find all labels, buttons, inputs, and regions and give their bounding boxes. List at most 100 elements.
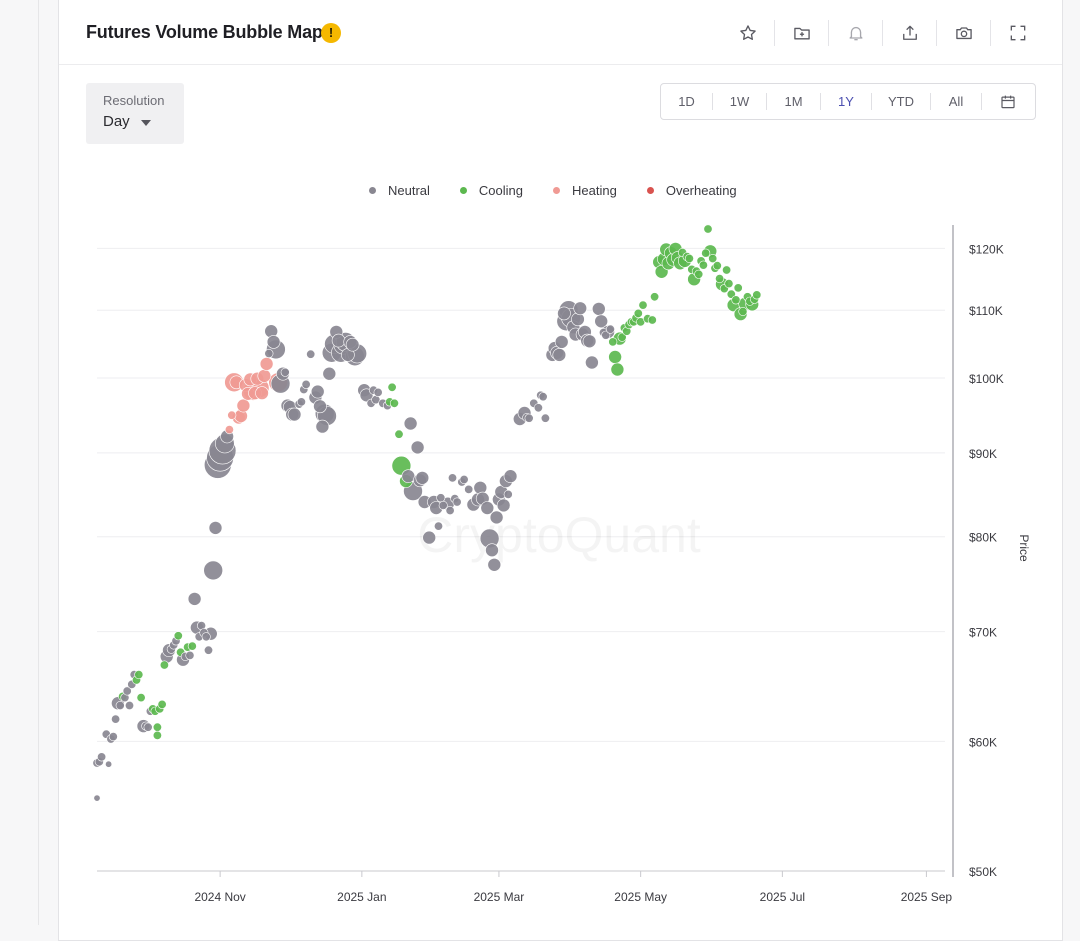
period-ytd[interactable]: YTD xyxy=(888,94,914,109)
bubble-neutral[interactable] xyxy=(410,440,425,455)
bubble-neutral[interactable] xyxy=(438,500,448,510)
bubble-neutral[interactable] xyxy=(331,333,346,348)
bubble-neutral[interactable] xyxy=(93,794,101,802)
bubble-neutral[interactable] xyxy=(345,337,360,352)
bubble-cooling[interactable] xyxy=(694,269,704,279)
bubble-neutral[interactable] xyxy=(264,348,274,358)
bubble-neutral[interactable] xyxy=(287,407,302,422)
bubble-neutral[interactable] xyxy=(310,384,325,399)
bubble-neutral[interactable] xyxy=(280,367,290,377)
bubble-neutral[interactable] xyxy=(540,413,550,423)
bubble-neutral[interactable] xyxy=(208,521,223,535)
bubble-cooling[interactable] xyxy=(703,224,713,234)
bubble-neutral[interactable] xyxy=(201,632,211,642)
bubble-neutral[interactable] xyxy=(105,760,113,768)
bubble-neutral[interactable] xyxy=(97,752,107,762)
bubble-neutral[interactable] xyxy=(554,335,569,349)
bubble-heating[interactable] xyxy=(259,357,274,371)
bubble-neutral[interactable] xyxy=(315,419,330,434)
bubble-cooling[interactable] xyxy=(647,315,657,325)
bubble-neutral[interactable] xyxy=(485,543,499,558)
bubble-neutral[interactable] xyxy=(538,392,548,402)
legend-item-neutral[interactable]: Neutral xyxy=(369,183,430,198)
bubble-cooling[interactable] xyxy=(152,722,162,732)
period-1d[interactable]: 1D xyxy=(678,94,695,109)
bubble-cooling[interactable] xyxy=(712,261,722,271)
period-all[interactable]: All xyxy=(948,94,964,109)
bubble-cooling[interactable] xyxy=(701,248,711,258)
bubble-neutral[interactable] xyxy=(185,650,195,660)
bubble-neutral[interactable] xyxy=(487,557,502,572)
bubble-heating[interactable] xyxy=(257,369,272,383)
bubble-heating[interactable] xyxy=(255,386,269,400)
bubble-neutral[interactable] xyxy=(445,505,455,515)
bubble-cooling[interactable] xyxy=(134,670,144,680)
bubble-cooling[interactable] xyxy=(136,693,146,703)
bubble-cooling[interactable] xyxy=(152,730,162,740)
bubble-neutral[interactable] xyxy=(203,560,223,581)
bubble-neutral[interactable] xyxy=(306,349,316,359)
bubble-neutral[interactable] xyxy=(313,399,327,414)
bubble-heating[interactable] xyxy=(236,398,251,413)
period-1w[interactable]: 1W xyxy=(729,94,750,109)
bubble-neutral[interactable] xyxy=(108,732,118,742)
bubble-neutral[interactable] xyxy=(571,312,585,327)
bubble-neutral[interactable] xyxy=(557,306,571,321)
bubble-neutral[interactable] xyxy=(591,302,606,316)
bubble-neutral[interactable] xyxy=(187,592,202,606)
bubble-neutral[interactable] xyxy=(401,469,416,484)
bubble-cooling[interactable] xyxy=(608,350,622,364)
bubble-cooling[interactable] xyxy=(394,429,404,439)
bubble-neutral[interactable] xyxy=(605,324,615,334)
bubble-cooling[interactable] xyxy=(684,254,694,264)
bubble-neutral[interactable] xyxy=(594,314,609,329)
bubble-cooling[interactable] xyxy=(157,699,167,709)
bubble-cooling[interactable] xyxy=(722,265,732,275)
bubble-neutral[interactable] xyxy=(115,700,125,710)
bubble-neutral[interactable] xyxy=(373,387,383,397)
bubble-neutral[interactable] xyxy=(552,348,567,362)
bubble-neutral[interactable] xyxy=(111,714,121,724)
bubble-neutral[interactable] xyxy=(436,493,446,503)
bubble-neutral[interactable] xyxy=(573,301,588,316)
bubble-cooling[interactable] xyxy=(389,398,399,408)
bubble-cooling[interactable] xyxy=(638,300,648,310)
add-to-folder-button[interactable] xyxy=(775,16,828,50)
share-button[interactable] xyxy=(883,16,936,50)
period-1m[interactable]: 1M xyxy=(784,94,803,109)
bubble-neutral[interactable] xyxy=(503,469,518,484)
legend-item-heating[interactable]: Heating xyxy=(553,183,617,198)
bubble-neutral[interactable] xyxy=(533,403,543,413)
bubble-cooling[interactable] xyxy=(187,641,197,651)
bubble-cooling[interactable] xyxy=(610,362,625,377)
bubble-neutral[interactable] xyxy=(415,471,430,485)
legend-item-overheating[interactable]: Overheating xyxy=(646,183,737,198)
legend-item-cooling[interactable]: Cooling xyxy=(459,183,523,198)
alert-button[interactable] xyxy=(829,16,882,50)
fullscreen-button[interactable] xyxy=(991,16,1044,50)
screenshot-button[interactable] xyxy=(937,16,990,50)
warning-icon[interactable]: ! xyxy=(321,23,341,43)
bubble-cooling[interactable] xyxy=(724,279,734,289)
bubble-neutral[interactable] xyxy=(125,700,135,710)
bubble-cooling[interactable] xyxy=(173,631,183,641)
bubble-cooling[interactable] xyxy=(387,382,397,392)
bubble-heating[interactable] xyxy=(224,425,234,435)
bubble-cooling[interactable] xyxy=(733,283,743,293)
bubble-neutral[interactable] xyxy=(601,330,611,340)
bubble-neutral[interactable] xyxy=(447,473,457,483)
bubble-neutral[interactable] xyxy=(422,530,437,545)
bubble-neutral[interactable] xyxy=(496,498,511,513)
date-range-button[interactable] xyxy=(982,84,1034,119)
bubble-neutral[interactable] xyxy=(452,497,462,507)
bubble-cooling[interactable] xyxy=(159,660,169,670)
bubble-cooling[interactable] xyxy=(715,274,725,284)
favorite-button[interactable] xyxy=(721,16,774,50)
bubble-cooling[interactable] xyxy=(731,295,741,305)
bubble-neutral[interactable] xyxy=(480,501,495,515)
bubble-cooling[interactable] xyxy=(650,292,660,302)
bubble-neutral[interactable] xyxy=(464,484,474,494)
bubble-neutral[interactable] xyxy=(322,366,337,381)
bubble-neutral[interactable] xyxy=(524,413,534,423)
bubble-neutral[interactable] xyxy=(503,489,513,499)
